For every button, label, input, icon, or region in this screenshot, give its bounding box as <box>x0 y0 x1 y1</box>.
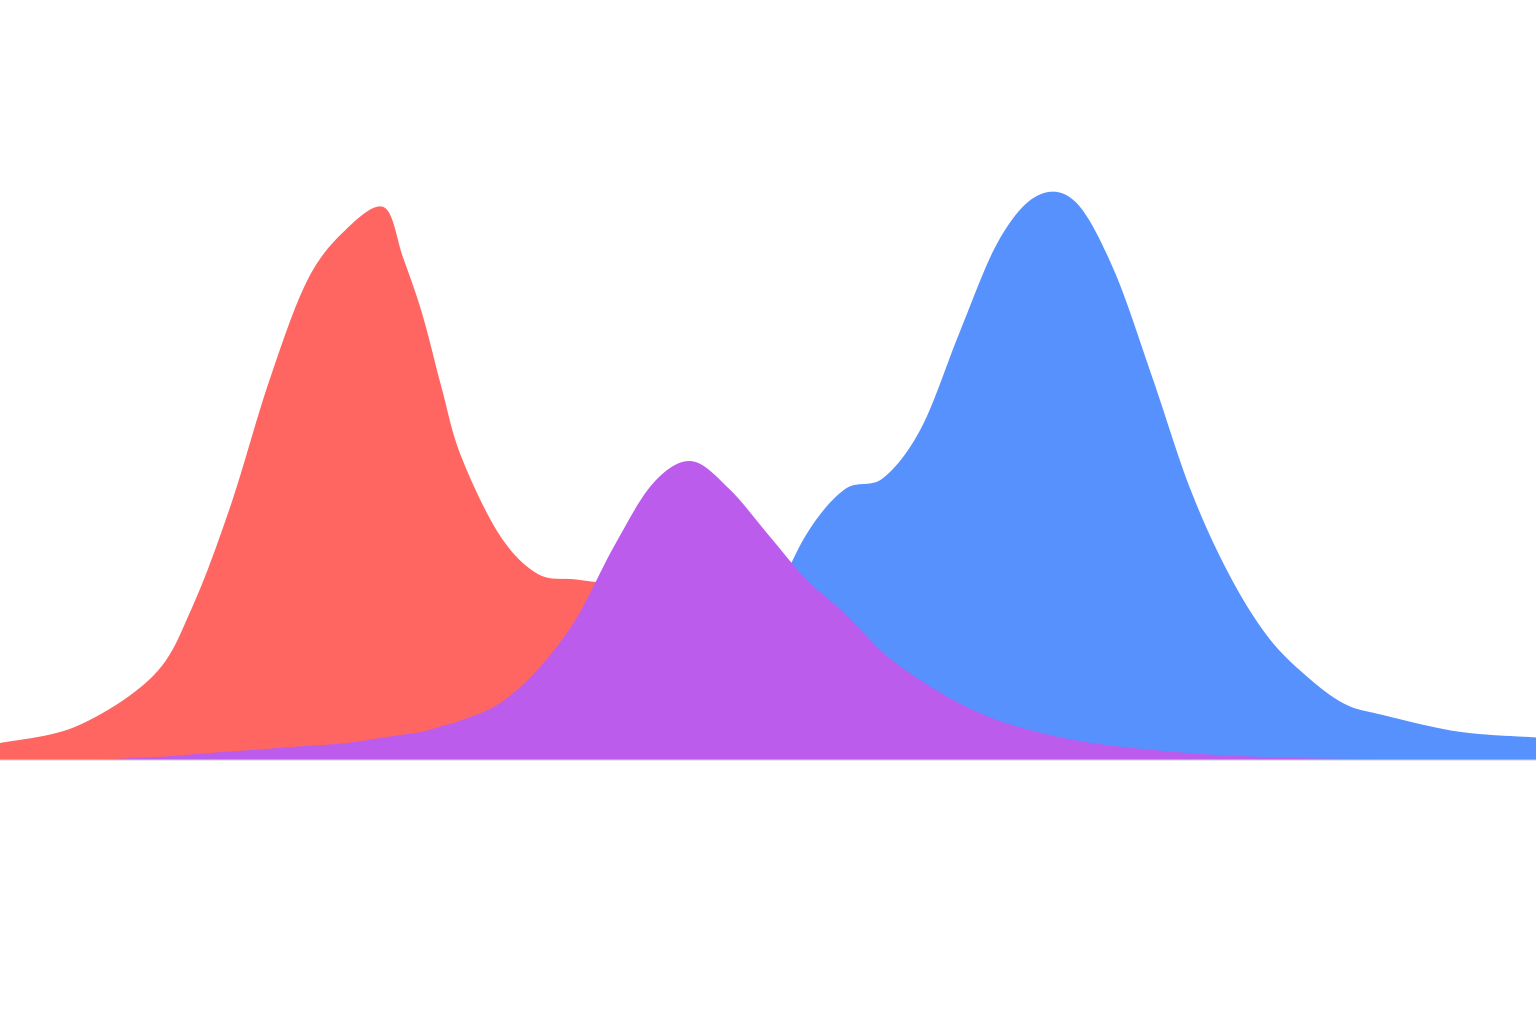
area-series-purple <box>0 461 1536 760</box>
area-series-blue <box>0 191 1536 761</box>
area-series-red <box>0 206 1536 760</box>
area-series-group <box>0 191 1536 761</box>
